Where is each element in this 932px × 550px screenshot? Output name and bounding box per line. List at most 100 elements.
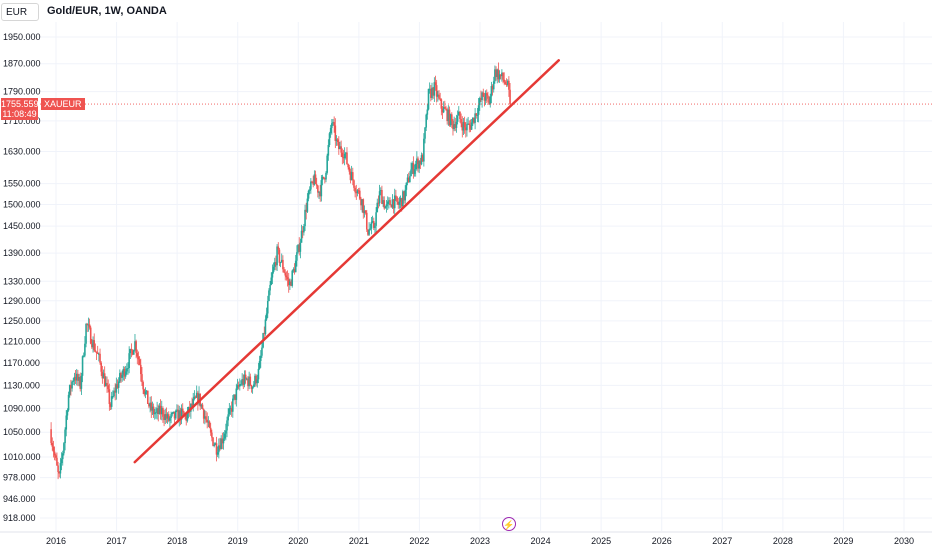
candle-body xyxy=(284,272,287,276)
candle-body xyxy=(463,121,466,128)
candle-body xyxy=(72,380,75,382)
candle-body xyxy=(305,209,308,212)
candle-body xyxy=(252,384,255,387)
candle-body xyxy=(98,353,100,355)
candlestick-series xyxy=(50,62,511,480)
candle-body xyxy=(371,221,374,223)
candle-body xyxy=(255,375,257,384)
last-price-value: 1755.559 xyxy=(1,99,39,110)
candle-body xyxy=(444,106,446,109)
candle-body xyxy=(82,355,85,357)
candle-body xyxy=(452,120,454,130)
candle-body xyxy=(167,414,170,421)
candle-body xyxy=(200,404,203,407)
candle-body xyxy=(227,414,229,421)
drawing-layer[interactable] xyxy=(40,59,932,464)
x-tick-label: 2023 xyxy=(470,536,490,546)
candle-body xyxy=(485,93,488,96)
x-tick-label: 2018 xyxy=(167,536,187,546)
candle-body xyxy=(440,99,443,109)
candle-body xyxy=(138,359,141,365)
candle-body xyxy=(449,114,452,126)
y-tick-label: 1050.000 xyxy=(3,427,41,437)
x-tick-label: 2016 xyxy=(46,536,66,546)
candle-body xyxy=(181,408,184,412)
candle-body xyxy=(409,176,411,183)
candle-body xyxy=(237,385,240,387)
candle-body xyxy=(164,414,167,420)
candle-body xyxy=(462,121,465,131)
x-tick-label: 2029 xyxy=(833,536,853,546)
candle-body xyxy=(319,191,321,197)
y-tick-label: 1250.000 xyxy=(3,316,41,326)
candle-body xyxy=(110,396,113,407)
candle-body xyxy=(99,353,101,363)
candle-body xyxy=(198,393,200,404)
y-tick-label: 1290.000 xyxy=(3,296,41,306)
candle-body xyxy=(290,281,292,286)
candle-body xyxy=(341,152,344,158)
candle-body xyxy=(354,187,356,193)
candle-body xyxy=(84,343,86,356)
candle-body xyxy=(398,201,401,205)
candle-body xyxy=(261,347,263,356)
candle-body xyxy=(405,182,408,190)
candle-body xyxy=(432,87,434,96)
candle-body xyxy=(128,353,130,368)
candle-body xyxy=(497,69,500,80)
candle-body xyxy=(439,98,441,100)
x-axis[interactable]: 2016 2017 2018 2019 2020 2021 2022 2023 2024 2025… xyxy=(46,536,914,546)
candle-body xyxy=(474,113,476,123)
candle-body xyxy=(318,191,320,193)
candle-body xyxy=(456,115,459,122)
candle-body xyxy=(272,266,275,272)
y-tick-label: 1130.000 xyxy=(3,380,40,390)
candle-body xyxy=(127,367,129,369)
candle-body xyxy=(459,111,461,119)
candle-body xyxy=(358,190,361,199)
candle-body xyxy=(159,405,162,415)
candle-body xyxy=(464,127,467,131)
candle-body xyxy=(369,228,372,230)
candle-body xyxy=(407,177,410,183)
candle-body xyxy=(256,379,259,384)
candle-body xyxy=(173,411,176,419)
candle-body xyxy=(254,375,256,385)
candle-body xyxy=(135,341,137,354)
candle-body xyxy=(476,114,479,116)
candle-body xyxy=(117,381,120,388)
x-tick-label: 2020 xyxy=(288,536,308,546)
candle-body xyxy=(165,414,168,419)
candle-body xyxy=(268,290,270,302)
candle-body xyxy=(233,394,235,399)
candle-body xyxy=(343,153,346,159)
candle-body xyxy=(236,385,239,389)
candle-body xyxy=(219,445,221,450)
candle-body xyxy=(416,158,418,164)
candle-body xyxy=(243,374,246,385)
candle-body xyxy=(64,429,66,444)
candle-body xyxy=(311,181,313,183)
symbol-title: Gold/EUR, 1W, OANDA xyxy=(47,5,167,17)
candle-body xyxy=(471,117,474,123)
candle-body xyxy=(143,389,146,395)
candle-body xyxy=(411,163,414,170)
candle-body xyxy=(79,377,82,389)
candle-body xyxy=(144,391,147,395)
candle-body xyxy=(386,201,389,205)
y-tick-label: 1630.000 xyxy=(3,146,41,156)
candle-body xyxy=(50,429,52,443)
candle-body xyxy=(488,98,490,105)
currency-label[interactable]: EUR xyxy=(1,3,39,21)
lightning-icon[interactable]: ⚡ xyxy=(502,517,516,531)
candle-body xyxy=(467,123,469,125)
candle-body xyxy=(478,98,481,106)
candle-body xyxy=(146,390,149,404)
candle-body xyxy=(116,384,119,388)
y-axis[interactable]: 918.000 946.000 978.000 1010.000 1050.000 109… xyxy=(3,32,41,523)
candle-body xyxy=(301,230,304,233)
candle-body xyxy=(160,408,163,415)
candle-body xyxy=(197,392,199,404)
candle-body xyxy=(218,445,220,453)
